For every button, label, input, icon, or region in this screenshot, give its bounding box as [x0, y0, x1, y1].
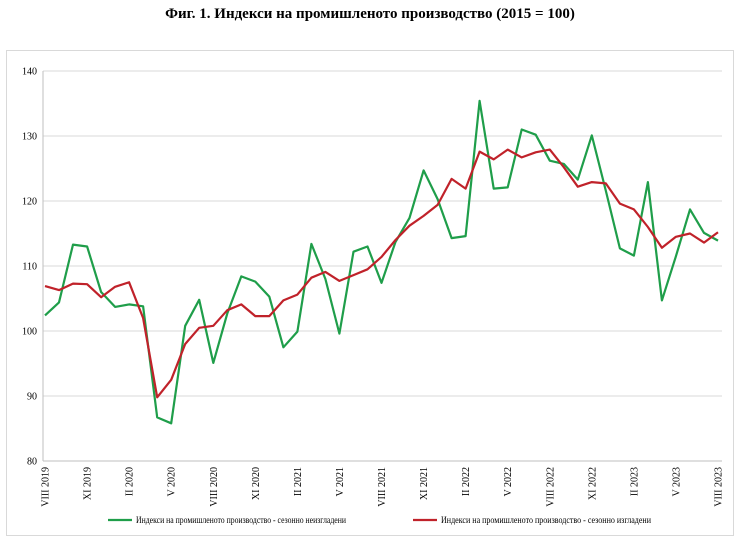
x-tick-label: V 2021 [335, 467, 346, 497]
y-tick-label: 130 [22, 132, 37, 143]
x-tick-label: V 2022 [503, 467, 514, 497]
x-tick-label: II 2022 [461, 467, 472, 496]
x-tick-label: II 2020 [125, 467, 136, 496]
x-tick-label: XI 2022 [587, 467, 598, 500]
series-line-unadjusted [44, 99, 719, 425]
y-tick-label: 140 [22, 67, 37, 78]
legend-label: Индекси на промишленото производство - с… [136, 515, 346, 525]
x-tick-label: VIII 2021 [377, 467, 388, 507]
x-tick-label: VIII 2023 [714, 467, 725, 507]
x-tick-label: II 2023 [629, 467, 640, 496]
series-line-adjusted [44, 148, 719, 399]
y-tick-label: 90 [27, 392, 37, 403]
y-tick-label: 110 [22, 262, 37, 273]
legend-label: Индекси на промишленото производство - с… [441, 515, 651, 525]
x-tick-label: XI 2020 [251, 467, 262, 500]
chart-frame [6, 50, 734, 536]
x-tick-label: II 2021 [293, 467, 304, 496]
x-tick-label: V 2023 [671, 467, 682, 497]
x-tick-label: VIII 2020 [209, 467, 220, 507]
y-tick-label: 120 [22, 197, 37, 208]
x-tick-label: VIII 2019 [41, 467, 52, 507]
chart-title: Фиг. 1. Индекси на промишленото производ… [165, 6, 575, 22]
x-tick-label: XI 2021 [419, 467, 430, 500]
y-tick-label: 80 [27, 457, 37, 468]
x-tick-label: VIII 2022 [545, 467, 556, 507]
x-tick-label: V 2020 [167, 467, 178, 497]
x-tick-label: XI 2019 [83, 467, 94, 500]
y-tick-label: 100 [22, 327, 37, 338]
